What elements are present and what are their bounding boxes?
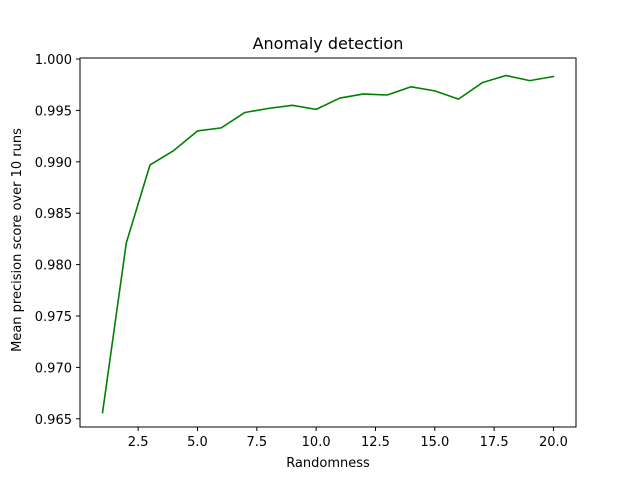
x-tick-label: 7.5 (246, 435, 267, 450)
y-tick-label: 0.985 (35, 207, 72, 222)
plot-area (79, 57, 577, 428)
y-tick-label: 0.965 (35, 413, 72, 428)
y-tick-label: 0.970 (35, 361, 72, 376)
x-axis-title: Randomness (286, 456, 370, 471)
x-tick-label: 20.0 (539, 435, 568, 450)
chart-title: Anomaly detection (253, 34, 404, 53)
series-line (101, 74, 555, 414)
x-tick-label: 12.5 (361, 435, 390, 450)
y-tick-label: 0.995 (35, 104, 72, 119)
x-tick-label: 15.0 (420, 435, 449, 450)
y-tick-label: 1.000 (35, 53, 72, 68)
y-axis: 0.965 0.970 0.975 0.980 0.985 0.990 0.995 1.000 (35, 53, 80, 428)
axes-frame (79, 57, 577, 428)
y-tick-label: 0.990 (35, 156, 72, 171)
series-layer (101, 74, 555, 414)
x-tick-label: 17.5 (480, 435, 509, 450)
y-tick-label: 0.980 (35, 259, 72, 274)
x-tick-label: 5.0 (187, 435, 208, 450)
y-axis-title: Mean precision score over 10 runs (10, 128, 25, 352)
x-tick-label: 10.0 (302, 435, 331, 450)
x-axis: 2.5 5.0 7.5 10.0 12.5 15.0 17.5 20.0 (128, 427, 568, 450)
x-tick-label: 2.5 (128, 435, 149, 450)
y-tick-label: 0.975 (35, 310, 72, 325)
